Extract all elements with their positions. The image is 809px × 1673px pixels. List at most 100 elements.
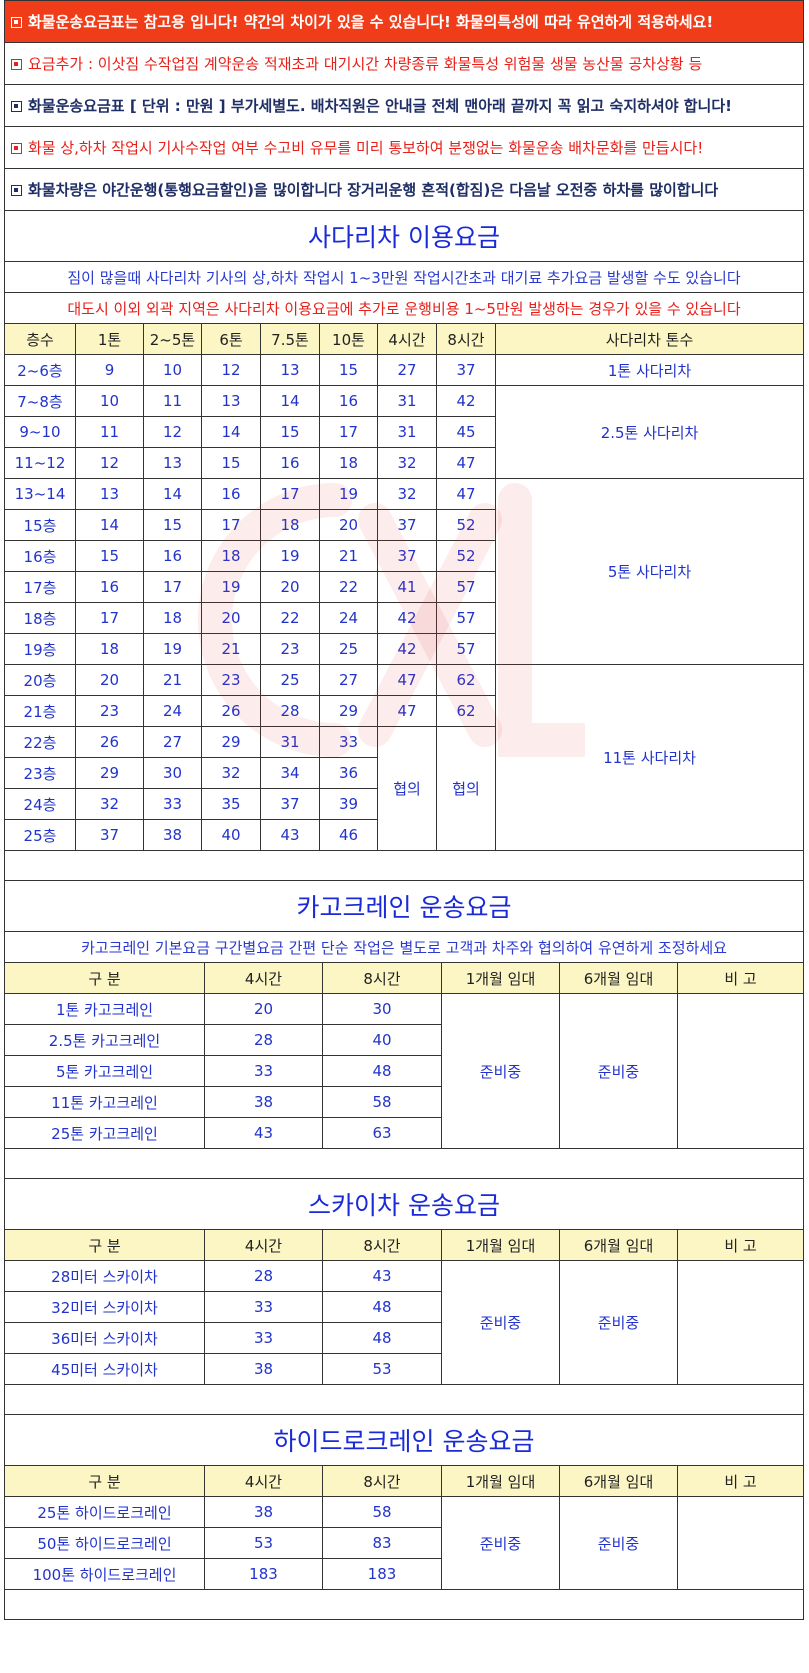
fee-cell: 62 xyxy=(436,664,496,696)
fee-cell: 37 xyxy=(377,509,437,541)
fee-cell: 40 xyxy=(322,1024,442,1056)
fee-cell: 57 xyxy=(436,571,496,603)
floor-cell: 22층 xyxy=(4,726,76,758)
negotiation-cell: 협의 xyxy=(377,726,437,851)
square-bullet-icon xyxy=(11,59,22,70)
vehicle-cell: 25톤 카고크레인 xyxy=(4,1117,205,1149)
fee-cell: 45 xyxy=(436,416,496,448)
fee-cell: 38 xyxy=(204,1086,323,1118)
col-header: 7.5톤 xyxy=(260,323,320,355)
fee-cell: 20 xyxy=(201,602,261,634)
fee-cell: 15 xyxy=(201,447,261,479)
fee-cell: 12 xyxy=(75,447,144,479)
col-header: 4시간 xyxy=(204,1465,323,1497)
table-row: 11톤 카고크레인 38 58 xyxy=(4,1086,804,1118)
table-row: 25톤 하이드로크레인 38 58 준비중 준비중 xyxy=(4,1496,804,1590)
ladder-header-row: 층수 1톤 2~5톤 6톤 7.5톤 10톤 4시간 8시간 사다리차 톤수 xyxy=(4,323,804,355)
col-header: 8시간 xyxy=(436,323,496,355)
floor-cell: 19층 xyxy=(4,633,76,665)
table-row: 28미터 스카이차 28 43 준비중 준비중 xyxy=(4,1260,804,1385)
fee-cell: 47 xyxy=(377,695,437,727)
table-row: 9~10 11 12 14 15 17 31 45 xyxy=(4,416,804,448)
fee-cell: 28 xyxy=(204,1260,323,1292)
fee-cell: 19 xyxy=(143,633,202,665)
fee-cell: 32 xyxy=(75,788,144,820)
fee-cell: 63 xyxy=(322,1117,442,1149)
fee-cell: 33 xyxy=(204,1291,323,1323)
sky-truck-table: 스카이차 운송요금 구 분 4시간 8시간 1개월 임대 6개월 임대 비 고 … xyxy=(4,1178,804,1385)
table-row: 2.5톤 카고크레인 28 40 xyxy=(4,1024,804,1056)
ladder-note-extra-fee: 짐이 많을때 사다리차 기사의 상,하차 작업시 1~3만원 작업시간초과 대기… xyxy=(4,261,804,293)
fee-cell: 48 xyxy=(322,1322,442,1354)
vehicle-cell: 11톤 카고크레인 xyxy=(4,1086,205,1118)
fee-cell: 17 xyxy=(143,571,202,603)
spacer xyxy=(4,1148,804,1179)
fee-cell: 35 xyxy=(201,788,261,820)
fee-cell: 13 xyxy=(201,385,261,417)
col-header: 4시간 xyxy=(204,1229,323,1261)
fee-cell: 52 xyxy=(436,540,496,572)
fee-cell: 30 xyxy=(143,757,202,789)
spacer xyxy=(4,1589,804,1620)
table-row: 21층 23 24 26 28 29 47 62 xyxy=(4,695,804,727)
col-header: 10톤 xyxy=(319,323,378,355)
table-row: 16층 15 16 18 19 21 37 52 xyxy=(4,540,804,572)
col-header: 8시간 xyxy=(322,1465,442,1497)
floor-cell: 11~12 xyxy=(4,447,76,479)
col-header: 8시간 xyxy=(322,962,442,994)
fee-cell: 28 xyxy=(260,695,320,727)
tonnage-group-cell: 5톤 사다리차 xyxy=(495,478,804,665)
fee-cell: 26 xyxy=(75,726,144,758)
table-row: 17층 16 17 19 20 22 41 57 xyxy=(4,571,804,603)
fee-cell: 12 xyxy=(143,416,202,448)
square-bullet-icon xyxy=(11,17,22,28)
ladder-note-outskirts: 대도시 이외 외곽 지역은 사다리차 이용요금에 추가로 운행비용 1~5만원 … xyxy=(4,292,804,324)
fee-cell: 23 xyxy=(201,664,261,696)
table-row: 32미터 스카이차 33 48 xyxy=(4,1291,804,1323)
ladder-section-title: 사다리차 이용요금 xyxy=(4,210,804,262)
remarks-cell xyxy=(677,993,804,1149)
fee-cell: 27 xyxy=(377,354,437,386)
table-row: 45미터 스카이차 38 53 xyxy=(4,1353,804,1385)
fee-cell: 16 xyxy=(260,447,320,479)
fee-cell: 48 xyxy=(322,1055,442,1087)
notice-row: 화물차량은 야간운행(통행요금할인)을 많이합니다 장거리운행 혼적(합짐)은 … xyxy=(4,168,804,211)
table-row: 5톤 카고크레인 33 48 xyxy=(4,1055,804,1087)
notice-text: 요금추가 : 이삿짐 수작업짐 계약운송 적재초과 대기시간 차량종류 화물특성… xyxy=(28,55,703,73)
col-header: 구 분 xyxy=(4,962,205,994)
fee-cell: 19 xyxy=(260,540,320,572)
vehicle-cell: 28미터 스카이차 xyxy=(4,1260,205,1292)
floor-cell: 16층 xyxy=(4,540,76,572)
floor-cell: 18층 xyxy=(4,602,76,634)
notice-row: 화물 상,하차 작업시 기사수작업 여부 수고비 유무를 미리 통보하여 분쟁없… xyxy=(4,126,804,169)
col-header: 4시간 xyxy=(204,962,323,994)
hydro-section-title: 하이드로크레인 운송요금 xyxy=(4,1414,804,1466)
fee-cell: 33 xyxy=(204,1055,323,1087)
fee-cell: 10 xyxy=(143,354,202,386)
fee-cell: 37 xyxy=(377,540,437,572)
floor-cell: 2~6층 xyxy=(4,354,76,386)
vehicle-cell: 1톤 카고크레인 xyxy=(4,993,205,1025)
fee-cell: 14 xyxy=(143,478,202,510)
fee-cell: 18 xyxy=(143,602,202,634)
col-header: 1톤 xyxy=(75,323,144,355)
table-row: 19층 18 19 21 23 25 42 57 xyxy=(4,633,804,665)
fee-cell: 52 xyxy=(436,509,496,541)
fee-cell: 16 xyxy=(201,478,261,510)
hydro-crane-table: 하이드로크레인 운송요금 구 분 4시간 8시간 1개월 임대 6개월 임대 비… xyxy=(4,1414,804,1590)
col-header: 1개월 임대 xyxy=(441,1465,560,1497)
fee-cell: 21 xyxy=(201,633,261,665)
square-bullet-icon xyxy=(11,185,22,196)
fee-cell: 14 xyxy=(75,509,144,541)
six-month-rental-cell: 준비중 xyxy=(559,1260,678,1385)
fee-cell: 31 xyxy=(377,385,437,417)
notice-text: 화물운송요금표 [ 단위 : 만원 ] 부가세별도. 배차직원은 안내글 전체 … xyxy=(28,97,732,115)
monthly-rental-cell: 준비중 xyxy=(441,993,560,1149)
negotiation-cell: 협의 xyxy=(436,726,496,851)
table-row: 23층 29 30 32 34 36 xyxy=(4,757,804,789)
fee-cell: 42 xyxy=(377,633,437,665)
fee-cell: 83 xyxy=(322,1527,442,1559)
fee-cell: 28 xyxy=(204,1024,323,1056)
fee-cell: 29 xyxy=(75,757,144,789)
col-header: 층수 xyxy=(4,323,76,355)
